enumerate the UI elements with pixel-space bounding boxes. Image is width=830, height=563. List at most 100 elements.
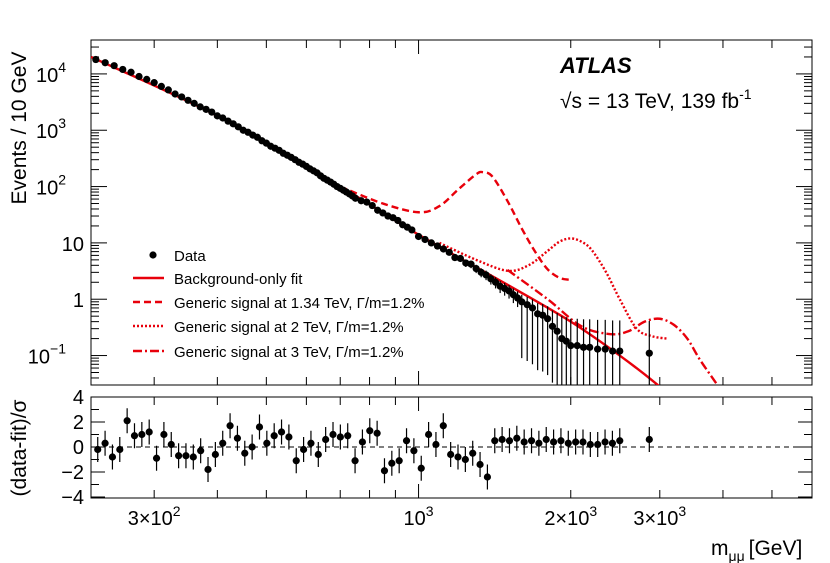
data-point (528, 304, 537, 312)
ratio-point (616, 437, 624, 445)
data-point (427, 239, 435, 247)
ratio-point (388, 459, 396, 467)
ratio-point (476, 460, 484, 469)
ratio-point (182, 452, 190, 460)
data-point (184, 96, 192, 104)
ratio-point (358, 438, 367, 446)
data-point (472, 264, 480, 273)
y-tick-label: 10−1 (28, 341, 66, 369)
y-tick-label: 1 (73, 290, 84, 312)
ratio-y-tick-label: 4 (73, 387, 84, 409)
data-point (544, 315, 552, 323)
ratio-point (145, 428, 153, 436)
curve-dashdot (506, 269, 719, 385)
ratio-point (314, 450, 322, 459)
data-point (609, 347, 617, 355)
ratio-point (454, 453, 462, 461)
data-point (196, 103, 204, 111)
data-point (579, 343, 588, 351)
ratio-point (344, 432, 352, 440)
ratio-y-tick-label: −2 (61, 462, 84, 484)
data-point (408, 226, 416, 234)
y-axis-title: Events / 10 GeV (8, 52, 31, 205)
ratio-point (241, 449, 249, 457)
ratio-point (373, 429, 381, 437)
legend-label: Generic signal at 3 TeV, Γ/m=1.2% (174, 344, 404, 361)
ratio-point (204, 465, 212, 474)
data-point (645, 349, 653, 357)
y-tick-label: 10 (62, 234, 84, 256)
ratio-point (424, 430, 433, 439)
main-plot-area: 3×102 103 2×103 3×103 10−1 1 10 102 103 104 (28, 39, 813, 530)
data-point (164, 86, 172, 94)
ratio-point (130, 432, 139, 440)
data-point (456, 254, 465, 263)
ratio-point (292, 457, 300, 465)
ratio-y-axis-title: (data-fit)/σ (8, 399, 31, 496)
ratio-point (498, 435, 506, 444)
ratio-point (123, 417, 131, 425)
ratio-point (469, 449, 477, 457)
data-point (573, 342, 581, 350)
data-point (439, 245, 448, 253)
ratio-point (586, 440, 594, 449)
data-point (616, 347, 624, 355)
data-point (190, 99, 198, 107)
ratio-plot-area: 4 2 0 −2 −4 (61, 387, 813, 509)
ratio-point (549, 438, 558, 446)
data-point (421, 235, 429, 244)
ratio-y-tick-label: 2 (73, 412, 84, 434)
ratio-point (211, 450, 219, 459)
ratio-point (307, 439, 315, 447)
ratio-point (189, 453, 197, 461)
ratio-point (219, 439, 227, 447)
legend-marker-data (149, 251, 157, 259)
legend-label: Generic signal at 2 TeV, Γ/m=1.2% (174, 319, 404, 336)
ratio-point (322, 435, 330, 444)
ratio-point (226, 422, 234, 430)
data-point (208, 108, 216, 116)
ratio-point (277, 428, 286, 436)
data-point (363, 198, 371, 206)
ratio-point (248, 443, 256, 451)
ratio-point (197, 447, 205, 455)
ratio-point (410, 447, 418, 455)
data-point (593, 345, 602, 353)
legend: Data Background-only fit Generic signal at… (133, 248, 425, 361)
data-point (523, 301, 531, 309)
x-axis-title: mμμ [GeV] (711, 537, 802, 563)
curve-dashed (339, 170, 571, 282)
legend-label: Generic signal at 1.34 TeV, Γ/m=1.2% (174, 295, 425, 312)
data-point (127, 68, 135, 76)
data-point (548, 322, 557, 330)
ratio-y-tick-label: −4 (61, 487, 84, 509)
ratio-point (233, 434, 242, 442)
ratio-point (557, 437, 565, 445)
ratio-point (572, 438, 580, 446)
ratio-point (94, 445, 102, 454)
data-point (101, 59, 109, 67)
ratio-point (116, 445, 124, 454)
ratio-point (270, 432, 278, 440)
ratio-point (439, 422, 447, 430)
ratio-point (645, 435, 653, 444)
data-point (157, 82, 165, 91)
ratio-point (491, 437, 499, 445)
data-point (135, 72, 143, 81)
ratio-point (535, 439, 543, 447)
data-point (482, 271, 490, 279)
x-tick-label: 2×103 (544, 503, 597, 530)
ratio-point (542, 435, 550, 444)
data-point (92, 55, 100, 64)
legend-label: Data (174, 248, 206, 265)
ratio-point (520, 438, 528, 446)
energy-label: √s = 13 TeV, 139 fb-1 (560, 86, 752, 113)
curve-dotted (438, 237, 668, 340)
data-point (601, 345, 609, 353)
ratio-point (432, 440, 440, 449)
data-point (357, 197, 365, 205)
ratio-point (505, 437, 514, 445)
legend-label: Background-only fit (174, 271, 303, 288)
y-tick-label: 104 (36, 59, 66, 87)
